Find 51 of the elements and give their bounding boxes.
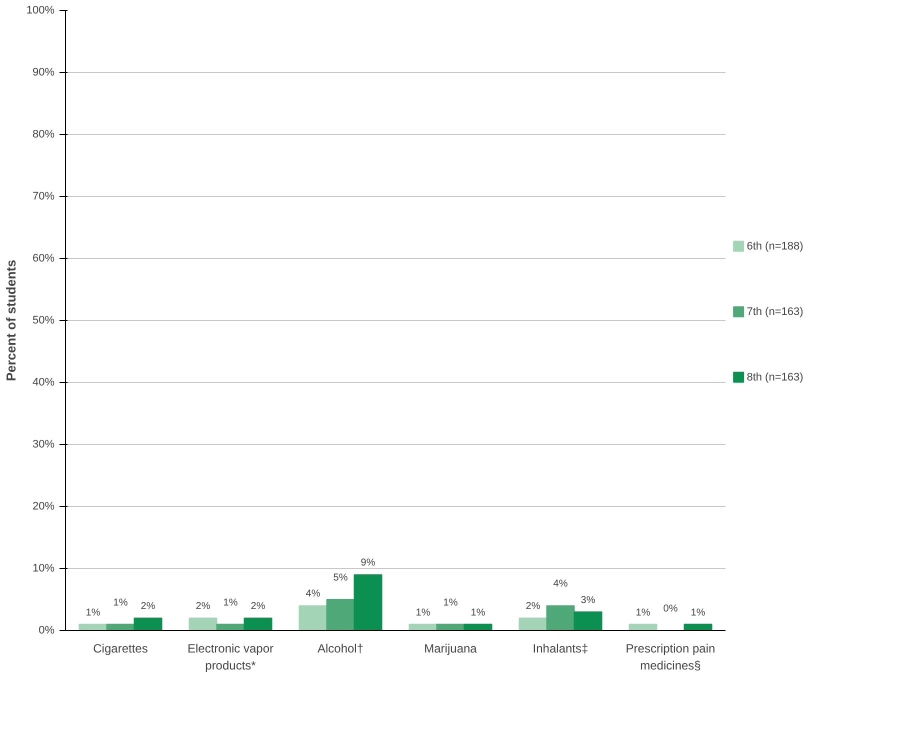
data-label: 5% [333,572,348,584]
x-tick-label: Alcohol† [317,642,364,656]
legend-label: 7th (n=163) [746,306,804,318]
x-tick-label: Electronic vapor products* [187,642,274,672]
bar [518,618,548,630]
y-tick-label: 0% [38,624,55,636]
y-tick-label: 60% [32,252,55,264]
data-label: 1% [86,607,100,618]
y-tick-label: 30% [32,438,55,450]
data-label: 1% [470,607,486,618]
x-tick-label: Marijuana [424,642,478,656]
y-tick-label: 80% [32,128,55,140]
y-tick-label: 40% [32,376,55,388]
data-label: 1% [113,597,128,608]
data-label: 4% [306,588,320,600]
bar [684,624,712,630]
data-label: 1% [690,607,706,618]
bar [134,618,162,630]
bar [244,618,272,630]
data-label: 2% [140,601,156,612]
data-label: 2% [250,601,266,612]
y-axis-title: Percent of students [3,260,18,382]
y-tick-label: 10% [32,562,55,574]
legend-label: 6th (n=188) [746,240,804,252]
y-tick-label: 90% [32,66,55,78]
bar [546,605,575,630]
data-label: 1% [443,597,458,608]
y-tick-label: 100% [26,4,55,16]
x-tick-label: Cigarettes [93,642,148,656]
y-tick-label: 70% [32,190,55,202]
x-tick-label: Prescription pain medicines§ [626,642,716,672]
data-label: 2% [196,601,210,612]
y-tick-label: 20% [32,500,55,512]
data-label: 0% [663,604,678,614]
data-label: 1% [416,607,430,618]
bar [628,624,658,630]
data-label: 9% [360,558,376,569]
y-tick-label: 50% [32,314,55,326]
data-label: 2% [526,601,540,612]
bar [326,599,355,630]
data-label: 1% [636,607,650,618]
bar [574,611,602,630]
legend-label: 8th (n=163) [746,371,804,384]
bar [188,618,218,630]
data-label: 3% [580,594,596,606]
data-label: 4% [553,578,568,590]
x-tick-label: Inhalants‡ [532,642,588,656]
data-label: 1% [223,597,238,608]
bar [464,624,492,630]
bar [354,574,382,630]
bar [298,605,328,630]
